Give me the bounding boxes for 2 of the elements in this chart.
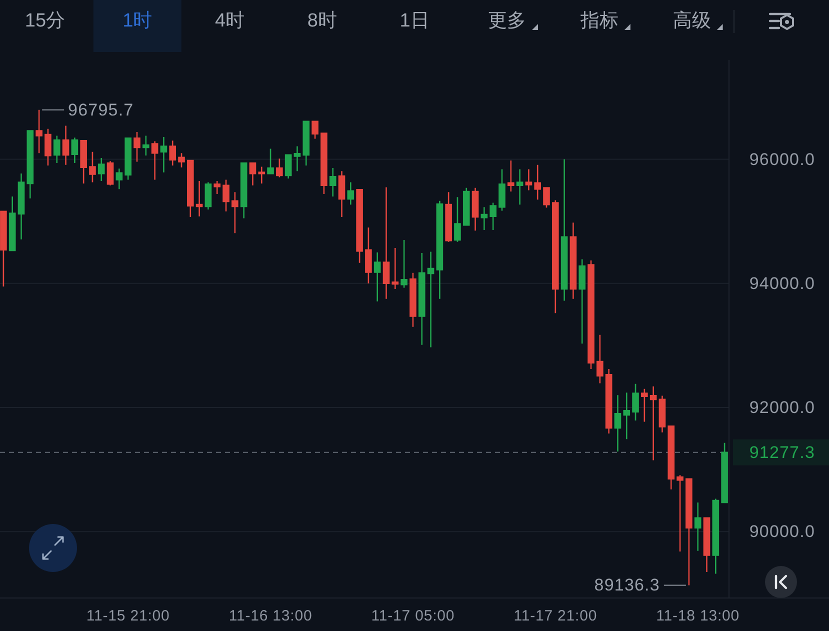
annotation: 96795.7 xyxy=(68,100,134,120)
annotation: 89136.3 xyxy=(594,576,660,595)
